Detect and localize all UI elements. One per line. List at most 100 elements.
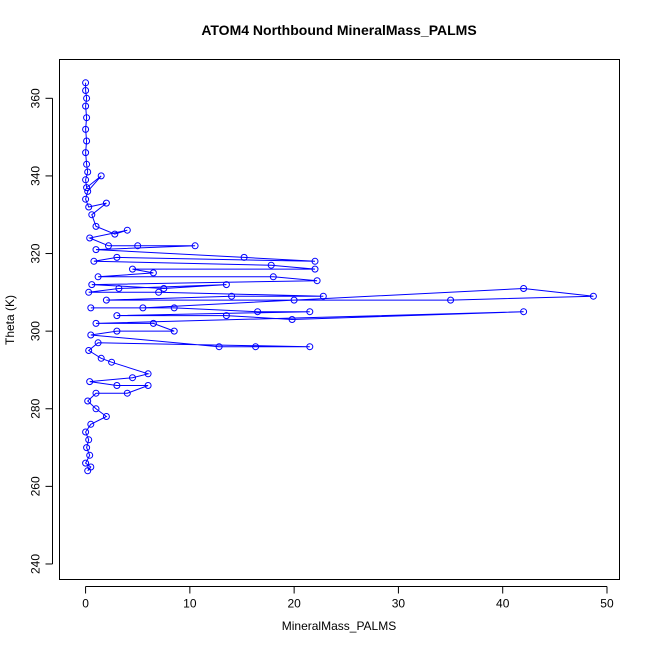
data-point [319,292,327,300]
data-point [82,195,90,203]
data-point [123,226,131,234]
data-point [111,230,119,238]
y-tick-label: 260 [29,476,43,496]
data-point [155,288,163,296]
data-point [129,265,136,273]
data-point [144,370,152,378]
data-point [85,436,93,444]
data-point [160,285,168,292]
data-point [82,459,90,467]
y-tick-label: 240 [29,554,43,574]
data-point [92,405,100,413]
x-axis-label: MineralMass_PALMS [282,619,396,633]
data-point [94,273,102,281]
data-point [113,312,121,320]
data-point [82,87,90,94]
data-point [102,413,110,420]
data-point [144,382,152,389]
plot-area [82,79,597,475]
data-point [84,467,92,475]
data-point [94,339,102,347]
data-point [83,114,91,122]
x-tick-label: 0 [82,597,89,611]
data-point [83,184,91,192]
chart-title: ATOM4 Northbound MineralMass_PALMS [201,22,476,38]
data-point [115,285,123,292]
data-point [134,242,142,250]
data-point [170,304,178,312]
data-point [149,269,157,277]
data-point [311,265,319,273]
data-point [240,253,248,261]
data-point [83,444,91,452]
data-point [589,292,597,300]
data-point [92,246,100,254]
data-point [254,308,262,316]
plot-frame [59,59,620,580]
data-point [290,296,298,304]
data-point [88,211,96,219]
data-point [191,242,199,250]
data-point [113,327,121,335]
data-point [82,149,90,157]
x-tick-label: 50 [600,597,614,611]
data-point [97,354,105,362]
data-point [129,374,136,382]
data-point [170,327,178,335]
data-point [83,137,91,145]
data-point [139,304,147,312]
y-axis-label: Theta (K) [3,295,17,345]
data-point [520,308,528,316]
data-point [92,319,100,327]
data-point [123,389,131,397]
y-tick-label: 280 [29,398,43,418]
x-tick-label: 20 [287,597,301,611]
data-point [84,397,92,405]
data-point [86,378,94,386]
data-point [87,331,95,339]
data-point [82,176,90,184]
y-tick-label: 320 [29,243,43,263]
data-point [313,277,321,285]
x-tick-label: 30 [392,597,406,611]
data-point [84,187,92,195]
data-point [108,358,116,366]
data-point [102,296,110,304]
data-point [82,102,90,110]
data-point [85,203,93,211]
data-point [222,312,230,320]
data-point [113,253,121,261]
data-point [90,257,98,265]
data-point [92,222,100,230]
x-tick-label: 10 [183,597,197,611]
data-point [82,79,90,87]
data-point [288,316,296,323]
data-point [83,160,91,168]
data-point [113,382,121,389]
data-point [85,347,93,354]
data-point [269,273,277,281]
y-tick-label: 300 [29,321,43,341]
data-point [105,242,112,250]
data-point [520,285,528,292]
data-point [306,343,314,351]
data-point [306,308,314,316]
data-point [88,281,96,289]
data-point [82,125,90,133]
data-point [311,257,319,265]
y-tick-label: 360 [29,88,43,108]
data-point [267,261,275,269]
data-point [86,451,94,459]
data-point [84,168,92,176]
data-point [97,172,105,180]
data-point [87,304,95,312]
y-axis: 240 260 280 300 320 340 360 [29,88,53,574]
data-point [86,234,94,242]
data-point [222,281,230,289]
x-tick-label: 40 [496,597,510,611]
x-axis: 0 10 20 30 40 50 [82,586,614,611]
data-point [228,292,236,300]
data-point [215,343,223,351]
